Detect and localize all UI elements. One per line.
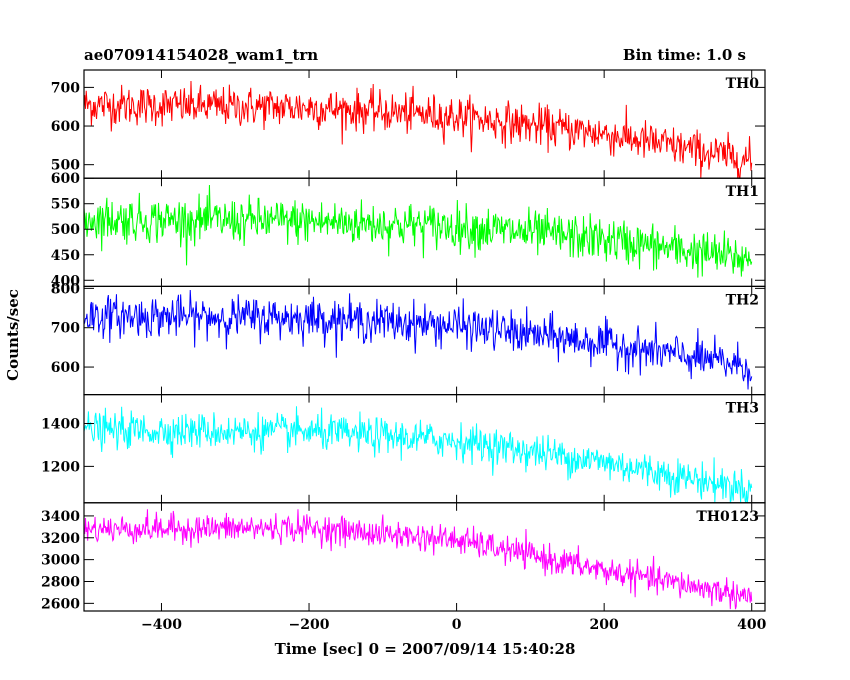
y-tick-label: 3200 bbox=[41, 531, 80, 547]
x-tick-label: −200 bbox=[289, 617, 330, 633]
series-label-th1: TH1 bbox=[726, 184, 759, 200]
y-tick-label: 500 bbox=[51, 222, 80, 238]
y-tick-label: 3400 bbox=[41, 509, 80, 525]
y-tick-label: 2600 bbox=[41, 596, 80, 612]
x-axis: −400 −200 0 200 400 bbox=[141, 70, 767, 633]
panel-th0: 500 600 700 TH0 bbox=[51, 69, 766, 179]
y-tick-label: 800 bbox=[51, 281, 80, 297]
y-tick-label: 400 bbox=[51, 273, 80, 289]
x-tick-label: −400 bbox=[141, 617, 182, 633]
bin-time-label: Bin time: 1.0 s bbox=[623, 46, 746, 64]
y-tick-label: 550 bbox=[51, 197, 80, 213]
panel-th2: 600 700 800 TH2 bbox=[51, 281, 766, 396]
y-tick-label: 700 bbox=[51, 80, 80, 96]
y-axis-title: Counts/sec bbox=[4, 289, 22, 381]
y-tick-label: 700 bbox=[51, 321, 80, 337]
x-tick-label: 0 bbox=[452, 617, 462, 633]
y-tick-label: 450 bbox=[51, 248, 80, 264]
series-line-th0123 bbox=[83, 509, 753, 610]
y-tick-label: 600 bbox=[51, 360, 80, 376]
x-tick-label: 200 bbox=[590, 617, 619, 633]
series-line-th3 bbox=[83, 406, 753, 503]
y-tick-label: 500 bbox=[51, 158, 80, 174]
series-label-th2: TH2 bbox=[726, 292, 759, 308]
panel-frame bbox=[83, 69, 766, 179]
series-line-th0 bbox=[83, 80, 753, 179]
panel-frame bbox=[83, 502, 766, 612]
panel-th0123: 2600 2800 3000 3200 3400 TH0123 bbox=[41, 502, 766, 612]
y-tick-label: 1200 bbox=[41, 459, 80, 475]
y-tick-label: 2800 bbox=[41, 574, 80, 590]
panel-frame bbox=[83, 285, 766, 396]
series-label-th0: TH0 bbox=[726, 76, 760, 92]
series-line-th2 bbox=[83, 289, 753, 390]
panel-th3: 1200 1400 TH3 bbox=[41, 394, 766, 504]
chart-title: ae070914154028_wam1_trn bbox=[84, 46, 318, 64]
panel-th1: 400 450 500 550 600 TH1 bbox=[51, 171, 766, 289]
y-tick-label: 600 bbox=[51, 119, 80, 135]
panel-frame bbox=[83, 394, 766, 504]
series-label-th0123: TH0123 bbox=[696, 509, 759, 525]
y-tick-label: 600 bbox=[51, 171, 80, 187]
series-line-th1 bbox=[83, 184, 753, 278]
x-tick-label: 400 bbox=[737, 617, 766, 633]
series-label-th3: TH3 bbox=[726, 401, 759, 417]
x-axis-title: Time [sec] 0 = 2007/09/14 15:40:28 bbox=[275, 640, 576, 658]
y-tick-label: 1400 bbox=[41, 417, 80, 433]
y-tick-label: 3000 bbox=[41, 553, 80, 569]
